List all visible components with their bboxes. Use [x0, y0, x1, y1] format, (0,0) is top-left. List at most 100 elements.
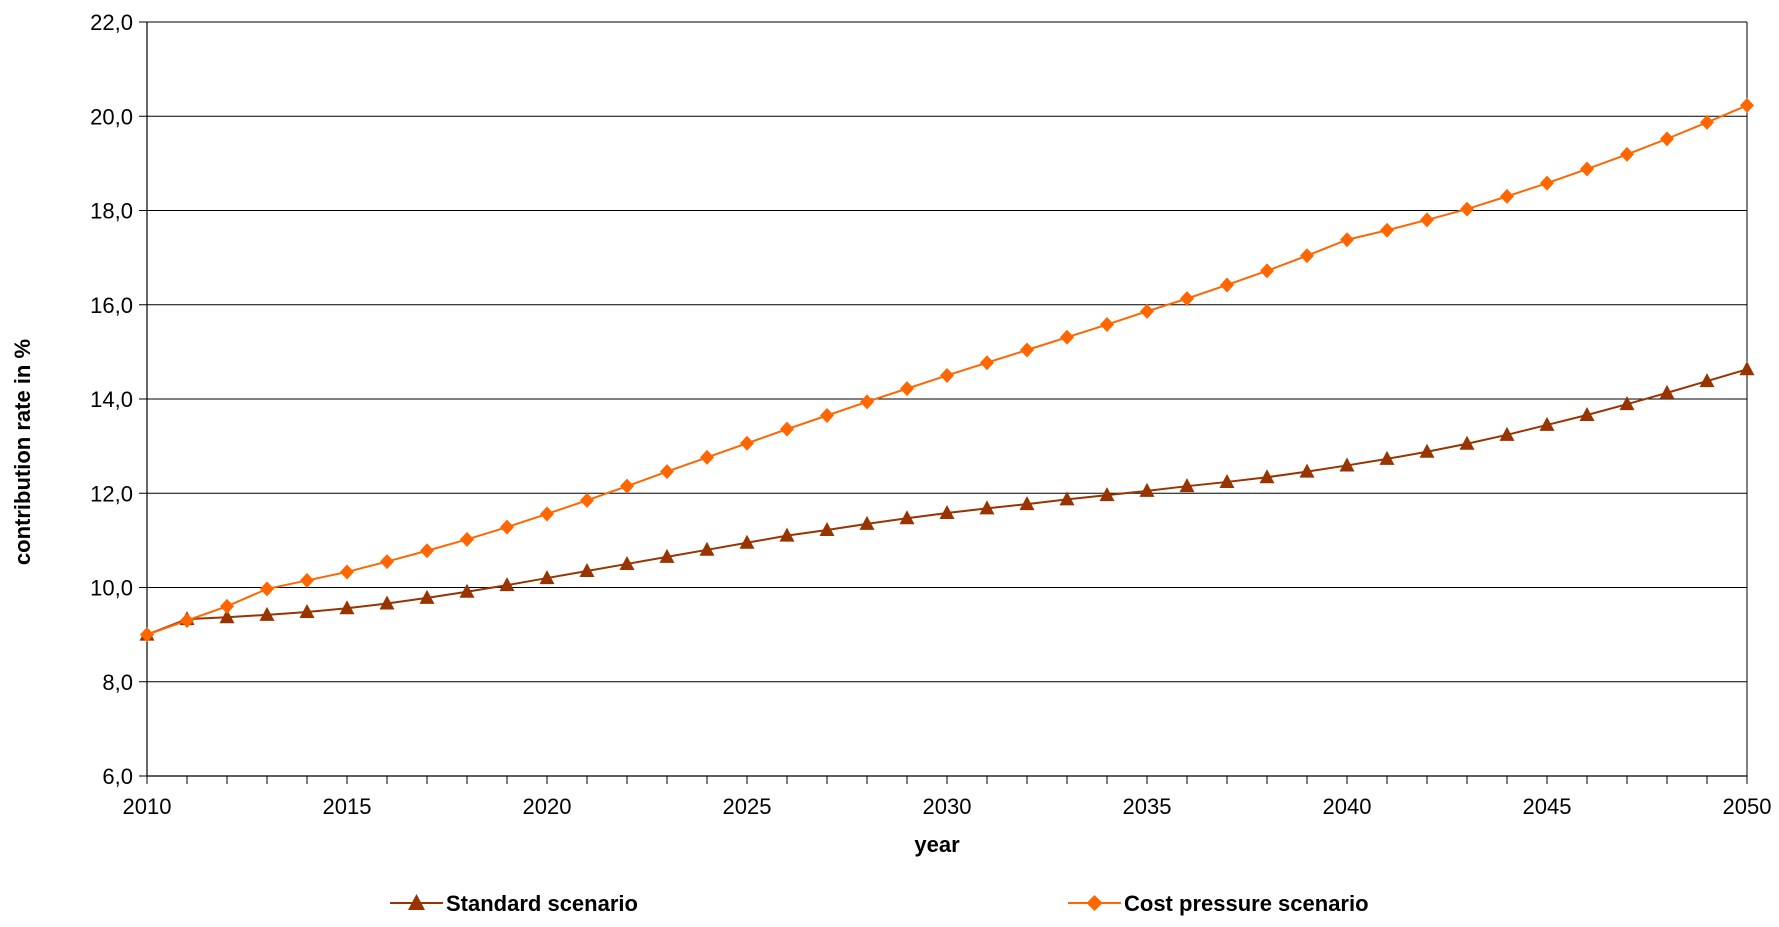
data-point: [940, 367, 954, 383]
data-point: [980, 355, 994, 371]
data-point: [1020, 342, 1034, 358]
data-point: [340, 564, 354, 580]
data-point: [1500, 188, 1514, 204]
data-point: [1059, 491, 1075, 506]
data-point: [660, 464, 674, 480]
data-point: [979, 500, 995, 515]
data-point: [1420, 212, 1434, 228]
x-tick-label: 2045: [1523, 794, 1572, 819]
x-tick-label: 2025: [723, 794, 772, 819]
data-point: [379, 595, 395, 610]
data-point: [300, 572, 314, 588]
data-point: [140, 627, 154, 643]
data-point: [780, 421, 794, 437]
data-point: [299, 604, 315, 619]
data-point: [1260, 263, 1274, 279]
series-standard: [139, 361, 1755, 641]
legend: Standard scenario Cost pressure scenario: [390, 891, 1369, 916]
data-point: [1220, 277, 1234, 293]
data-point: [1019, 496, 1035, 511]
data-point: [1699, 373, 1715, 388]
data-point: [1380, 222, 1394, 238]
data-point: [1580, 161, 1594, 177]
data-point: [260, 581, 274, 597]
data-point: [1339, 457, 1355, 472]
data-point: [1620, 146, 1634, 162]
data-point: [539, 570, 555, 585]
data-point: [1579, 407, 1595, 422]
y-tick-label: 10,0: [90, 576, 133, 601]
data-point: [1499, 426, 1515, 441]
data-point: [1060, 329, 1074, 345]
x-tick-label: 2020: [523, 794, 572, 819]
y-tick-label: 20,0: [90, 104, 133, 129]
x-tick-label: 2035: [1123, 794, 1172, 819]
data-point: [1660, 131, 1674, 147]
data-point: [859, 515, 875, 530]
data-point: [1219, 473, 1235, 488]
y-tick-label: 16,0: [90, 293, 133, 318]
data-point: [1099, 487, 1115, 502]
data-point: [500, 519, 514, 535]
legend-marker-triangle-icon: [408, 894, 425, 910]
data-point: [1140, 303, 1154, 319]
legend-marker-diamond-icon: [1086, 895, 1103, 911]
x-tick-label: 2015: [323, 794, 372, 819]
series-cost-pressure: [140, 97, 1754, 643]
x-axis: 2010 2015 2020 2025 2030 2035 2040 2045 2050: [123, 775, 1772, 819]
data-point: [419, 589, 435, 604]
data-point: [939, 505, 955, 520]
data-point: [1419, 443, 1435, 458]
data-point: [1180, 291, 1194, 307]
gridlines: [147, 21, 1747, 683]
data-point: [1379, 450, 1395, 465]
data-point: [699, 541, 715, 556]
data-point: [620, 478, 634, 494]
data-point: [739, 534, 755, 549]
data-point: [1739, 361, 1755, 376]
data-point: [540, 506, 554, 522]
data-point: [1300, 248, 1314, 264]
data-point: [779, 527, 795, 542]
y-tick-label: 6,0: [102, 764, 133, 789]
data-point: [1700, 114, 1714, 130]
data-point: [220, 598, 234, 614]
data-point: [420, 543, 434, 559]
data-point: [659, 548, 675, 563]
data-point: [900, 381, 914, 397]
data-point: [1460, 201, 1474, 217]
legend-label-cost-pressure: Cost pressure scenario: [1124, 891, 1369, 916]
data-point: [1619, 396, 1635, 411]
data-point: [1139, 482, 1155, 497]
data-point: [1259, 469, 1275, 484]
data-point: [579, 563, 595, 578]
data-point: [380, 554, 394, 570]
data-point: [259, 606, 275, 621]
data-point: [860, 394, 874, 410]
legend-item-standard: Standard scenario: [390, 891, 638, 916]
data-point: [700, 449, 714, 465]
y-tick-label: 22,0: [90, 10, 133, 35]
legend-label-standard: Standard scenario: [446, 891, 638, 916]
y-axis: 6,0 8,0 10,0 12,0 14,0 16,0 18,0 20,0 22,0: [90, 10, 1748, 789]
data-point: [1179, 478, 1195, 493]
y-tick-label: 12,0: [90, 481, 133, 506]
data-point: [1299, 463, 1315, 478]
series-layer: [139, 97, 1755, 643]
x-tick-label: 2050: [1723, 794, 1772, 819]
series-line: [146, 368, 1748, 636]
data-point: [459, 583, 475, 598]
data-point: [1539, 416, 1555, 431]
data-point: [1659, 384, 1675, 399]
data-point: [339, 600, 355, 615]
data-point: [1340, 232, 1354, 248]
y-axis-title: contribution rate in %: [10, 339, 35, 565]
x-axis-title: year: [914, 832, 960, 857]
y-tick-label: 18,0: [90, 199, 133, 224]
data-point: [580, 492, 594, 508]
data-point: [1540, 175, 1554, 191]
x-tick-label: 2040: [1323, 794, 1372, 819]
data-point: [1459, 435, 1475, 450]
y-tick-label: 14,0: [90, 387, 133, 412]
